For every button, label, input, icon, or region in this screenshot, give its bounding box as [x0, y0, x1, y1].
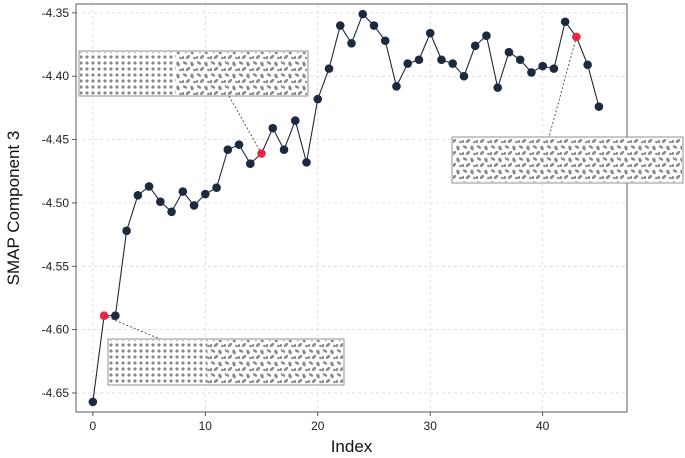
data-point	[302, 158, 311, 167]
x-tick-label: 10	[199, 419, 213, 433]
data-point	[392, 82, 401, 91]
data-point	[122, 226, 131, 236]
data-point	[538, 61, 547, 71]
data-point	[167, 207, 176, 217]
data-point	[178, 187, 188, 196]
inset-connector	[103, 315, 161, 340]
data-point	[358, 9, 368, 19]
insets	[78, 50, 684, 386]
data-point	[549, 64, 559, 73]
data-point	[245, 159, 255, 168]
data-point	[414, 55, 424, 65]
data-point	[527, 68, 536, 77]
series	[88, 9, 604, 407]
data-point	[459, 71, 469, 81]
y-axis: -4.65 -4.60 -4.55 -4.50 -4.45 -4.40 -4.35	[42, 6, 76, 400]
inset-connectors	[103, 36, 577, 340]
inset-connector	[548, 36, 577, 138]
data-point	[133, 191, 143, 200]
x-axis-label: Index	[331, 437, 373, 456]
data-point	[201, 189, 210, 199]
y-tick-label: -4.60	[42, 323, 70, 337]
data-point	[335, 21, 345, 30]
inset-connector	[228, 95, 262, 154]
highlighted-point	[257, 149, 266, 158]
data-point	[583, 60, 592, 70]
data-point	[515, 55, 525, 65]
y-tick-label: -4.40	[42, 69, 70, 83]
data-point	[347, 38, 356, 48]
x-axis: 0 10 20 30 40	[90, 412, 550, 433]
y-tick-label: -4.35	[42, 6, 70, 20]
inset-image	[107, 338, 345, 386]
data-point	[324, 64, 334, 73]
inset-image	[451, 136, 684, 184]
data-point	[156, 197, 165, 206]
data-point	[504, 47, 514, 57]
data-point	[594, 102, 604, 111]
x-tick-label: 30	[424, 419, 438, 433]
data-point	[212, 183, 221, 193]
data-point	[234, 140, 244, 149]
y-tick-label: -4.45	[42, 133, 70, 147]
series-line	[92, 13, 600, 402]
data-point	[223, 145, 233, 155]
data-point	[403, 59, 413, 68]
data-point	[437, 55, 446, 65]
y-axis-label: SMAP Component 3	[4, 131, 23, 286]
x-tick-label: 40	[536, 419, 550, 433]
data-point	[380, 36, 390, 46]
data-point	[425, 28, 435, 38]
data-point	[88, 397, 98, 407]
plot-frame	[75, 3, 628, 413]
y-tick-label: -4.65	[42, 386, 70, 400]
data-point	[482, 31, 491, 40]
x-tick-label: 20	[311, 419, 325, 433]
data-point	[448, 59, 458, 68]
x-tick-label: 0	[90, 419, 97, 433]
data-point	[144, 182, 154, 191]
data-point	[268, 123, 278, 133]
data-point	[470, 41, 480, 51]
inset-image	[78, 50, 309, 97]
data-point	[493, 83, 502, 92]
y-tick-label: -4.50	[42, 196, 70, 210]
data-point	[369, 21, 379, 30]
data-point	[189, 201, 199, 210]
data-point	[560, 17, 570, 27]
data-point	[313, 94, 323, 104]
data-point	[111, 311, 120, 321]
data-point	[290, 116, 300, 125]
y-tick-label: -4.55	[42, 259, 70, 273]
data-point	[279, 145, 289, 155]
